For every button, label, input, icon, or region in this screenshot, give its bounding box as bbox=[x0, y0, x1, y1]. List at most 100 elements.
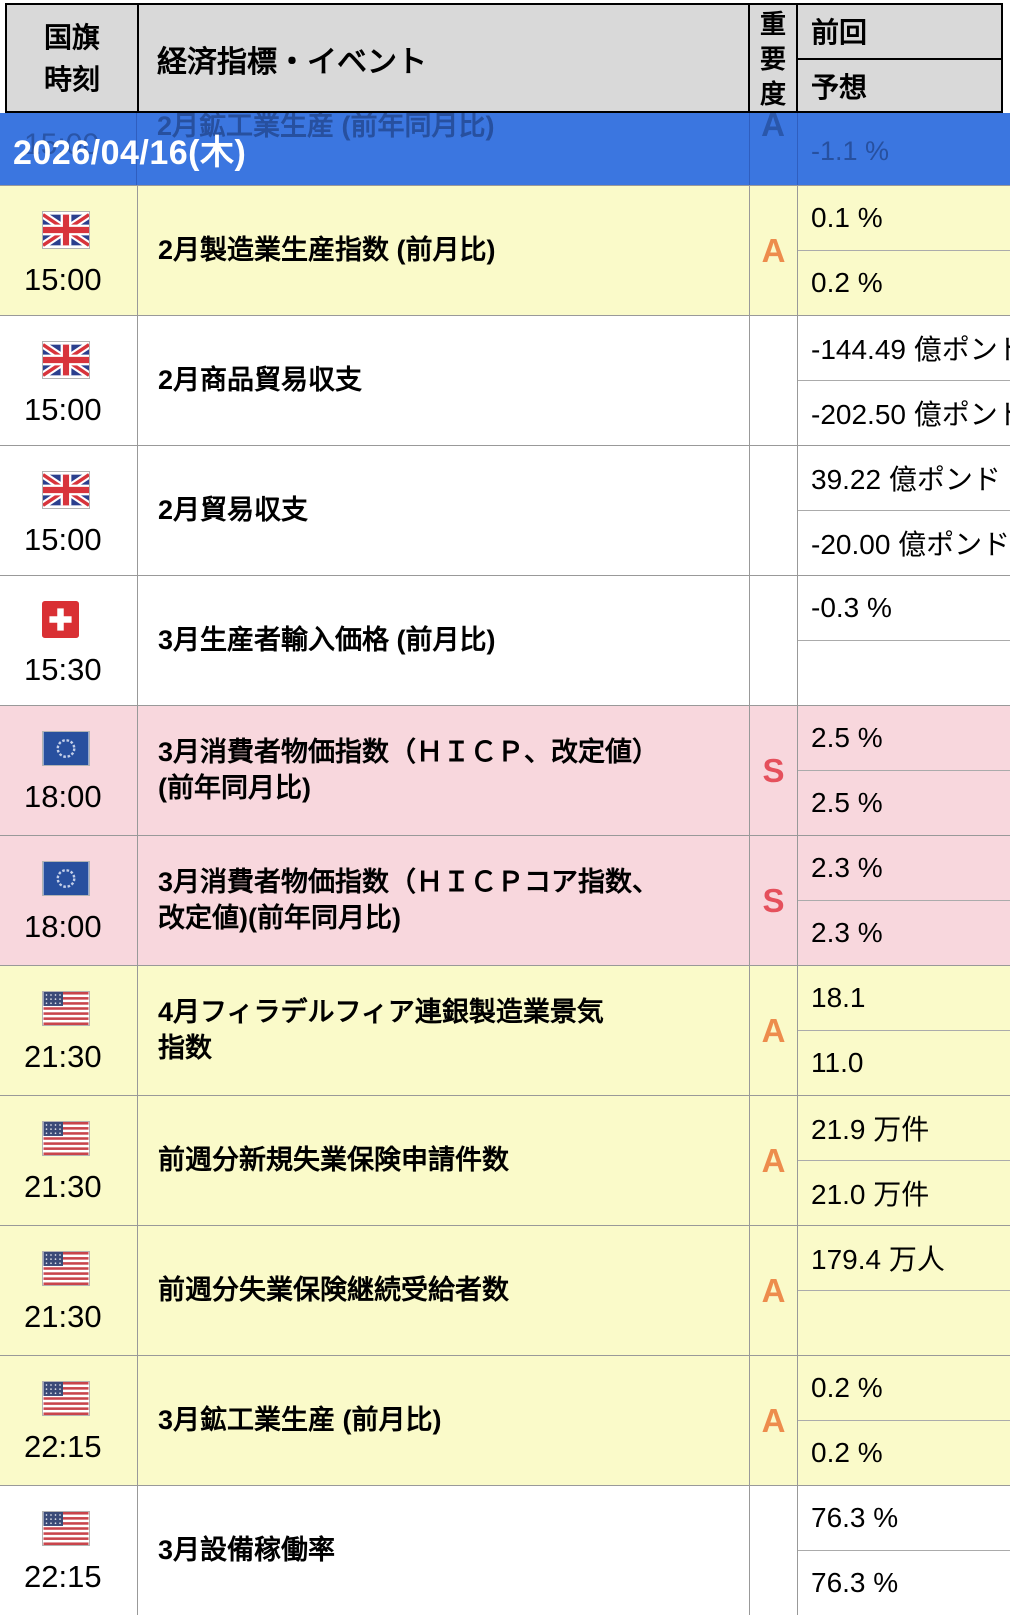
importance-badge bbox=[750, 446, 798, 575]
flag-time-cell: 18:00 bbox=[0, 706, 137, 835]
event-row[interactable]: 22:15 3月設備稼働率 76.3 % 76.3 % bbox=[0, 1485, 1010, 1615]
event-title: 3月生産者輸入価格 (前月比) bbox=[137, 576, 750, 705]
event-title: 3月鉱工業生産 (前月比) bbox=[137, 1356, 750, 1485]
event-row[interactable]: 15:30 3月生産者輸入価格 (前月比) -0.3 % bbox=[0, 575, 1010, 705]
event-time: 18:00 bbox=[24, 909, 102, 944]
forecast-value: 21.0 万件 bbox=[798, 1160, 1010, 1225]
importance-badge: A bbox=[750, 186, 798, 315]
event-title: 3月消費者物価指数（ＨＩＣＰ、改定値） (前年同月比) bbox=[137, 706, 750, 835]
values-cell: 179.4 万人 bbox=[798, 1226, 1010, 1355]
event-title: 3月消費者物価指数（ＨＩＣＰコア指数、 改定値)(前年同月比) bbox=[137, 836, 750, 965]
importance-badge: S bbox=[750, 836, 798, 965]
event-list: 15:00 2月製造業生産指数 (前月比) A 0.1 % 0.2 % 15:00 2月商品… bbox=[0, 185, 1010, 1615]
event-time: 22:15 bbox=[24, 1559, 102, 1594]
forecast-value: 2.5 % bbox=[798, 770, 1010, 835]
header-flag-label: 国旗 bbox=[43, 21, 100, 53]
event-row[interactable]: 18:00 3月消費者物価指数（ＨＩＣＰコア指数、 改定値)(前年同月比) S 2.3… bbox=[0, 835, 1010, 965]
event-time: 21:30 bbox=[24, 1039, 102, 1074]
peek-event-time: 15:00 bbox=[24, 128, 100, 161]
event-row[interactable]: 22:15 3月鉱工業生産 (前月比) A 0.2 % 0.2 % bbox=[0, 1355, 1010, 1485]
flag-time-cell: 21:30 bbox=[0, 1096, 137, 1225]
us-flag-icon bbox=[42, 1251, 90, 1286]
uk-flag-icon bbox=[40, 211, 92, 249]
event-time: 15:30 bbox=[24, 652, 102, 687]
previous-value: -0.3 % bbox=[811, 592, 892, 623]
flag-time-cell: 18:00 bbox=[0, 836, 137, 965]
event-row[interactable]: 21:30 前週分新規失業保険申請件数 A 21.9 万件 21.0 万件 bbox=[0, 1095, 1010, 1225]
importance-badge bbox=[750, 576, 798, 705]
forecast-value: 0.2 % bbox=[798, 1420, 1010, 1485]
header-flag-time: 国旗 時刻 bbox=[7, 5, 139, 112]
forecast-value: 76.3 % bbox=[798, 1550, 1010, 1615]
flag-time-cell: 21:30 bbox=[0, 966, 137, 1095]
event-title: 前週分失業保険継続受給者数 bbox=[137, 1226, 750, 1355]
banner-column-divider bbox=[136, 113, 137, 185]
switzerland-flag-icon bbox=[42, 601, 79, 638]
values-cell: 2.5 % 2.5 % bbox=[798, 706, 1010, 835]
event-time: 21:30 bbox=[24, 1299, 102, 1334]
us-flag-icon bbox=[42, 991, 90, 1026]
previous-value: 0.1 % bbox=[811, 202, 883, 233]
us-flag-icon bbox=[42, 1511, 90, 1546]
values-cell: 2.3 % 2.3 % bbox=[798, 836, 1010, 965]
event-time: 15:00 bbox=[24, 522, 102, 557]
event-title: 2月製造業生産指数 (前月比) bbox=[137, 186, 750, 315]
eu-flag-icon bbox=[42, 861, 90, 896]
peek-forecast-value: -1.1 % bbox=[811, 136, 890, 166]
header-time-label: 時刻 bbox=[43, 63, 100, 95]
values-cell: 21.9 万件 21.0 万件 bbox=[798, 1096, 1010, 1225]
peek-importance-badge: A bbox=[761, 113, 785, 143]
importance-badge: S bbox=[750, 706, 798, 835]
forecast-value: 2.3 % bbox=[798, 900, 1010, 965]
forecast-value: -20.00 億ポンド bbox=[798, 510, 1010, 575]
values-cell: 76.3 % 76.3 % bbox=[798, 1486, 1010, 1615]
event-row[interactable]: 15:00 2月貿易収支 39.22 億ポンド -20.00 億ポンド bbox=[0, 445, 1010, 575]
flag-time-cell: 21:30 bbox=[0, 1226, 137, 1355]
previous-value: 18.1 bbox=[811, 982, 866, 1013]
previous-value: 76.3 % bbox=[811, 1502, 899, 1533]
forecast-value: -202.50 億ポンド bbox=[798, 380, 1010, 445]
forecast-value bbox=[798, 640, 1010, 705]
peek-event-title: 2月鉱工業生産 (前年同月比) bbox=[157, 113, 495, 141]
values-cell: 0.2 % 0.2 % bbox=[798, 1356, 1010, 1485]
event-time: 22:15 bbox=[24, 1429, 102, 1464]
forecast-value bbox=[798, 1290, 1010, 1355]
flag-time-cell: 15:00 bbox=[0, 446, 137, 575]
previous-value: 2.3 % bbox=[811, 852, 883, 883]
event-title: 4月フィラデルフィア連銀製造業景気 指数 bbox=[137, 966, 750, 1095]
importance-badge: A bbox=[750, 1226, 798, 1355]
flag-time-cell: 15:00 bbox=[0, 186, 137, 315]
date-label: 2026/04/16(木) bbox=[13, 133, 247, 172]
us-flag-icon bbox=[42, 1121, 90, 1156]
flag-time-cell: 15:30 bbox=[0, 576, 137, 705]
header-forecast-label: 予想 bbox=[811, 71, 868, 103]
event-row[interactable]: 21:30 前週分失業保険継続受給者数 A 179.4 万人 bbox=[0, 1225, 1010, 1355]
flag-time-cell: 15:00 bbox=[0, 316, 137, 445]
importance-badge bbox=[750, 316, 798, 445]
previous-value: 179.4 万人 bbox=[811, 1244, 945, 1275]
values-cell: 18.1 11.0 bbox=[798, 966, 1010, 1095]
header-previous-forecast: 前回 予想 bbox=[798, 5, 1001, 112]
event-title: 前週分新規失業保険申請件数 bbox=[137, 1096, 750, 1225]
previous-value: 21.9 万件 bbox=[811, 1114, 930, 1145]
us-flag-icon bbox=[42, 1381, 90, 1416]
table-header: 国旗 時刻 経済指標・イベント 重要度 前回 予想 bbox=[5, 3, 1003, 113]
values-cell: -0.3 % bbox=[798, 576, 1010, 705]
values-cell: -144.49 億ポンド -202.50 億ポンド bbox=[798, 316, 1010, 445]
previous-value: 2.5 % bbox=[811, 722, 883, 753]
previous-value: -144.49 億ポンド bbox=[811, 334, 1010, 365]
event-row[interactable]: 15:00 2月商品貿易収支 -144.49 億ポンド -202.50 億ポンド bbox=[0, 315, 1010, 445]
event-row[interactable]: 21:30 4月フィラデルフィア連銀製造業景気 指数 A 18.1 11.0 bbox=[0, 965, 1010, 1095]
values-cell: 0.1 % 0.2 % bbox=[798, 186, 1010, 315]
uk-flag-icon bbox=[40, 341, 92, 379]
importance-badge: A bbox=[750, 1356, 798, 1485]
event-row[interactable]: 15:00 2月製造業生産指数 (前月比) A 0.1 % 0.2 % bbox=[0, 185, 1010, 315]
previous-value: 0.2 % bbox=[811, 1372, 883, 1403]
header-previous-label: 前回 bbox=[798, 5, 1001, 60]
banner-column-divider bbox=[749, 113, 750, 185]
uk-flag-icon bbox=[40, 471, 92, 509]
event-row[interactable]: 18:00 3月消費者物価指数（ＨＩＣＰ、改定値） (前年同月比) S 2.5 % 2.… bbox=[0, 705, 1010, 835]
flag-time-cell: 22:15 bbox=[0, 1356, 137, 1485]
event-title: 3月設備稼働率 bbox=[137, 1486, 750, 1615]
